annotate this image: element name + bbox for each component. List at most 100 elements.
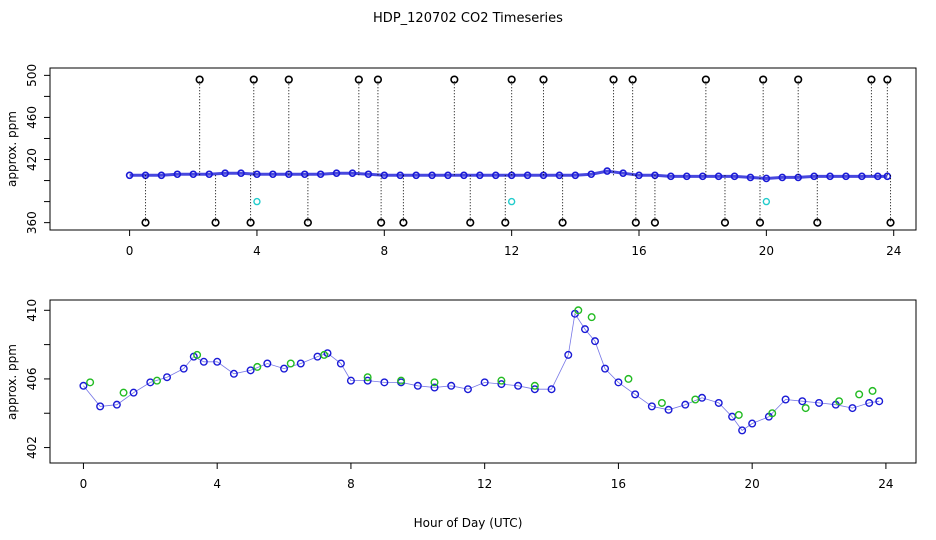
co2-green-point (320, 350, 329, 359)
top-panel: approx. ppm 0 4 8 12 16 20 24 360 420 460 500 (5, 64, 917, 258)
co2-blue-point (280, 364, 289, 373)
spike-marker (794, 75, 803, 84)
spike-marker (211, 218, 220, 227)
x-tick-label: 4 (213, 477, 221, 491)
co2-blue-point (580, 325, 589, 334)
top-plot-frame (49, 67, 917, 231)
spike-marker (466, 218, 475, 227)
top-y-axis-label: approx. ppm (5, 111, 19, 187)
flagged-point (762, 197, 771, 206)
co2-blue-point (246, 366, 255, 375)
co2-blue-point (865, 398, 874, 407)
spike-marker (246, 218, 255, 227)
spike-marker (609, 75, 618, 84)
spike-marker (558, 218, 567, 227)
spike-marker (720, 218, 730, 227)
co2-green-point (657, 398, 666, 407)
spike-marker (399, 218, 408, 227)
co2-blue-point (263, 359, 272, 368)
spike-marker (249, 75, 258, 84)
co2-blue-point (79, 381, 88, 390)
spike-marker (759, 75, 768, 84)
spike-marker (650, 218, 660, 227)
co2-blue-point (714, 398, 723, 407)
co2-blue-point (129, 388, 138, 397)
spike-marker (628, 75, 637, 84)
co2-blue-point (179, 364, 188, 373)
co2-green-point (119, 388, 128, 397)
spike-marker (507, 75, 516, 84)
co2-green-point (691, 395, 700, 404)
spike-marker (813, 218, 822, 227)
x-tick-label: 24 (886, 244, 901, 258)
bottom-plot-frame (49, 299, 917, 464)
x-tick-label: 20 (759, 244, 774, 258)
co2-green-point (734, 410, 743, 419)
y-tick-label: 402 (25, 436, 39, 459)
co2-green-point (624, 374, 633, 383)
co2-blue-point (336, 359, 345, 368)
flagged-point (253, 197, 261, 206)
bottom-axes: 0 4 8 12 16 20 24 402 406 410 (25, 299, 894, 491)
spike-marker (701, 75, 710, 84)
co2-green-point (430, 378, 439, 387)
x-tick-label: 16 (631, 244, 646, 258)
bottom-y-axis-label: approx. ppm (5, 344, 19, 420)
spike-marker (195, 75, 204, 84)
spike-marker (867, 75, 876, 84)
co2-green-point (86, 378, 95, 387)
x-tick-label: 12 (477, 477, 492, 491)
spike-marker (539, 75, 548, 84)
spike-marker (141, 218, 150, 227)
spike-marker (354, 75, 363, 84)
co2-green-point (397, 376, 406, 385)
co2-green-point (868, 386, 877, 395)
co2-green-point (253, 362, 262, 371)
x-tick-label: 8 (380, 244, 388, 258)
x-tick-label: 24 (878, 477, 893, 491)
x-tick-label: 0 (80, 477, 88, 491)
y-tick-label: 410 (25, 299, 39, 322)
y-tick-label: 420 (25, 148, 39, 171)
spike-marker (377, 218, 386, 227)
spike-marker (886, 218, 895, 227)
co2-green-point (574, 306, 583, 315)
co2-green-point (855, 390, 864, 399)
co2-blue-point (601, 364, 610, 373)
spike-marker (501, 218, 510, 227)
co2-blue-point (229, 369, 238, 378)
co2-blue-point (647, 402, 656, 411)
y-tick-label: 406 (25, 367, 39, 390)
top-axes: 0 4 8 12 16 20 24 360 420 460 500 (25, 64, 901, 258)
figure-title: HDP_120702 CO2 Timeseries (373, 11, 563, 26)
spike-marker (631, 218, 640, 227)
x-tick-label: 20 (745, 477, 760, 491)
y-tick-label: 360 (25, 211, 39, 234)
spike-marker (303, 218, 312, 227)
x-tick-label: 4 (253, 244, 261, 258)
flagged-point (507, 197, 516, 206)
co2-green-point (363, 373, 372, 382)
top-marks (125, 75, 895, 227)
co2-green-point (768, 409, 777, 418)
co2-green-point (530, 381, 539, 390)
co2-green-point (193, 350, 202, 359)
x-tick-label: 8 (347, 477, 355, 491)
spike-marker (755, 218, 765, 227)
co2-green-point (835, 397, 844, 406)
co2-blue-point (591, 337, 600, 346)
co2-blue-point (875, 397, 884, 406)
co2-blue-point (748, 419, 757, 428)
co2-blue-point (463, 385, 472, 394)
bottom-panel: approx. ppm 0 4 8 12 16 20 24 402 406 410 Hour of… (5, 299, 917, 530)
co2-blue-point (564, 350, 573, 359)
spike-marker (450, 75, 459, 84)
co2-trace (83, 312, 880, 431)
bottom-marks (79, 306, 884, 435)
co2-blue-point (664, 405, 673, 414)
spike-marker (883, 75, 892, 84)
co2-trace (129, 169, 888, 181)
co2-blue-point (631, 390, 640, 399)
co2-blue-point (296, 359, 305, 368)
x-tick-label: 12 (504, 244, 519, 258)
